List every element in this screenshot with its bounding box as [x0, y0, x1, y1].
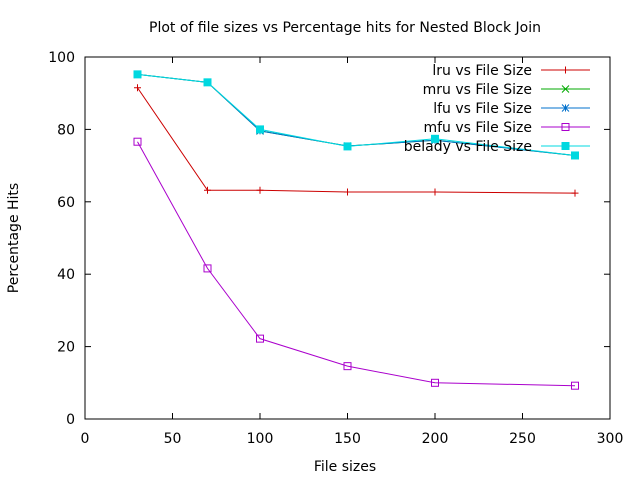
legend-swatch-marker	[561, 123, 570, 131]
y-tick-label: 0	[66, 412, 75, 428]
y-tick-label: 60	[57, 195, 75, 211]
legend-label: belady vs File Size	[404, 139, 532, 155]
legend-swatch-marker	[561, 142, 570, 150]
plot-area	[133, 70, 579, 390]
data-point	[133, 137, 142, 146]
x-tick-label: 250	[509, 431, 536, 447]
legend-swatch-marker	[561, 85, 570, 93]
data-point	[256, 125, 264, 134]
data-point	[431, 134, 439, 143]
legend-label: lfu vs File Size	[433, 101, 532, 117]
data-point	[431, 188, 439, 196]
series-3	[133, 137, 579, 390]
series-0	[134, 84, 579, 197]
data-point	[204, 186, 211, 194]
y-axis-title: Percentage Hits	[6, 183, 22, 293]
legend-swatch-marker	[562, 66, 569, 74]
x-tick-label: 150	[334, 431, 361, 447]
data-point	[571, 381, 579, 390]
y-tick-label: 20	[57, 340, 75, 356]
data-point	[133, 70, 142, 79]
data-point	[571, 151, 579, 160]
x-tick-label: 300	[597, 431, 624, 447]
series-line	[137, 87, 576, 194]
data-point	[343, 362, 352, 371]
data-point	[134, 84, 141, 92]
data-point	[256, 334, 264, 343]
x-tick-label: 200	[422, 431, 449, 447]
data-point	[571, 189, 579, 197]
data-point	[431, 378, 439, 387]
data-point	[256, 186, 264, 194]
x-tick-label: 0	[81, 431, 90, 447]
x-tick-label: 50	[164, 431, 182, 447]
legend-swatch-marker	[561, 104, 570, 112]
y-tick-label: 40	[57, 267, 75, 283]
data-point	[344, 188, 351, 196]
chart-title: Plot of file sizes vs Percentage hits fo…	[149, 20, 541, 36]
data-point	[343, 142, 352, 151]
legend-label: mfu vs File Size	[423, 120, 532, 136]
y-tick-label: 100	[48, 50, 75, 66]
legend-label: mru vs File Size	[423, 82, 532, 98]
data-point	[203, 264, 212, 273]
axes: 0 50 100 150 200 250 300 0 20 40 60 80 100	[48, 50, 623, 447]
legend-label: lru vs File Size	[432, 63, 532, 79]
x-axis-title: File sizes	[314, 459, 376, 475]
x-tick-label: 100	[247, 431, 274, 447]
y-tick-label: 80	[57, 122, 75, 138]
series-line	[137, 141, 576, 387]
series-line	[137, 73, 576, 156]
data-point	[203, 78, 212, 87]
legend: lru vs File Size mru vs File Size lfu vs F…	[404, 63, 590, 155]
series-4	[133, 70, 579, 160]
